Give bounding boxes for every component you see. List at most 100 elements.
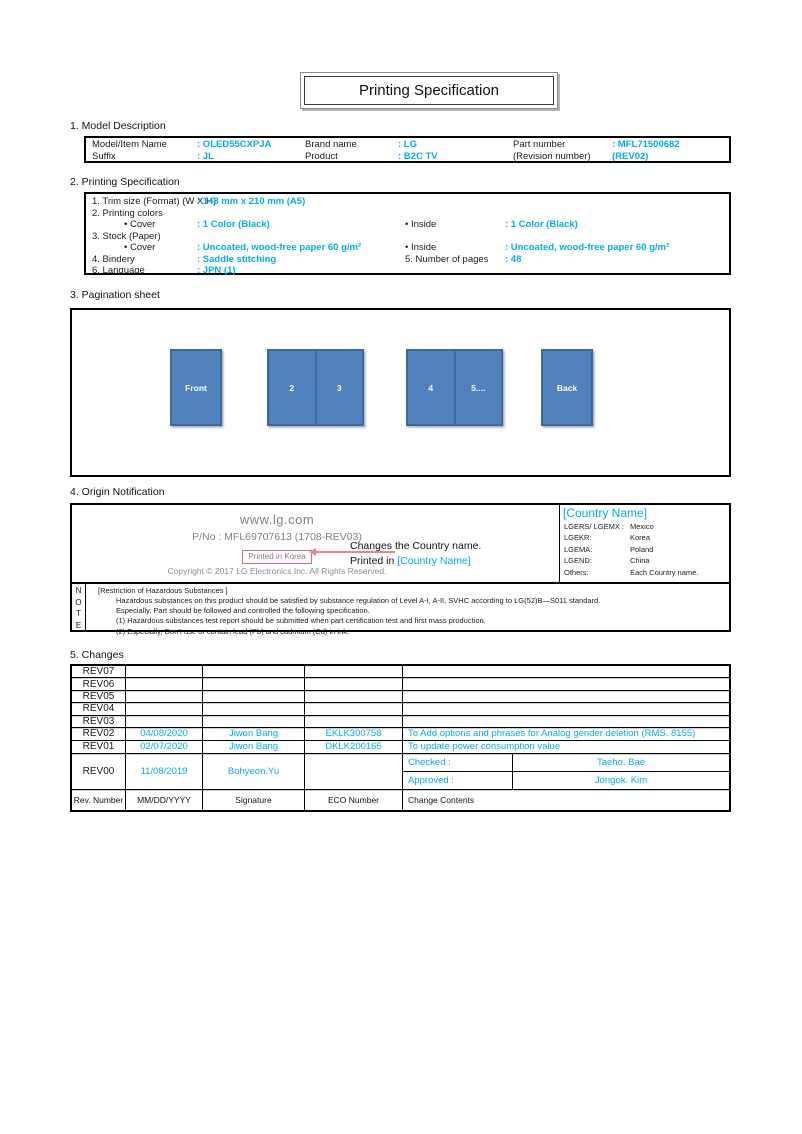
printed-in-wrap: Printed in Korea — [117, 546, 437, 564]
arrow-head-icon — [309, 548, 316, 556]
country-code: LGERS/ LGEMX : — [564, 522, 625, 531]
bindery-value: : Saddle stitching — [197, 253, 277, 265]
model-description-table: Model/Item Name : OLED55CXPJA Brand name… — [84, 136, 731, 163]
country-name: Mexico — [630, 522, 654, 531]
inside-colors-value: : 1 Color (Black) — [505, 219, 578, 230]
change-contents-cell — [403, 678, 729, 689]
signature-cell — [203, 690, 305, 703]
change-contents-cell — [403, 716, 729, 727]
language-value: : JPN (1) — [197, 265, 236, 276]
date-cell: 02/07/2020 — [126, 740, 203, 753]
eco-number-cell — [305, 753, 403, 789]
revision-number-value: (REV02) — [612, 150, 649, 162]
checked-label: Checked : — [403, 753, 513, 771]
table-row: Model/Item Name : OLED55CXPJA Brand name… — [86, 139, 729, 151]
table-row-rev04: REV04 — [72, 703, 729, 716]
rev-number-cell: REV06 — [72, 678, 126, 690]
section-heading-printing-spec: 2. Printing Specification — [70, 176, 180, 188]
date-cell: 04/08/2020 — [126, 727, 203, 740]
table-row-rev01: REV01 02/07/2020 Jiwon Bang DKLK200165 T… — [72, 740, 729, 754]
note-vertical-label: N O T E — [72, 584, 86, 632]
country-row: LGEND: China — [560, 555, 731, 566]
signature-cell — [203, 703, 305, 715]
change-contents-cell: To update power consumption value — [408, 741, 561, 753]
country-code: LGEKR: — [564, 533, 592, 543]
country-name-placeholder: [Country Name] — [397, 555, 471, 567]
inside-stock-label: • Inside — [405, 242, 437, 253]
date-cell — [126, 715, 203, 727]
eco-number-cell — [305, 715, 403, 727]
table-row-rev02: REV02 04/08/2020 Jiwon Bang EKLK300758 T… — [72, 727, 729, 741]
table-row: 4. Bindery : Saddle stitching 5. Number … — [86, 254, 729, 266]
date-cell — [126, 678, 203, 690]
part-number-value: : MFL71500682 — [612, 139, 680, 150]
rev-number-cell: REV03 — [72, 715, 126, 727]
country-name: China — [630, 556, 650, 566]
table-row: 1. Trim size (Format) (W X H) : 148 mm x… — [86, 196, 729, 208]
note-letter: N — [75, 586, 82, 596]
country-row: LGEKR: Korea — [560, 532, 731, 543]
rev-number-cell: REV01 — [72, 740, 126, 753]
table-row-rev07: REV07 — [72, 666, 729, 679]
trim-size-label: 1. Trim size (Format) (W X H) — [92, 196, 217, 207]
country-change-note: Changes the Country name. Printed in [Co… — [350, 539, 481, 569]
rev-number-header: Rev. Number — [72, 789, 126, 810]
change-contents-header: Change Contents — [408, 794, 475, 805]
copyright-text: Copyright © 2017 LG Electronics Inc. All… — [167, 566, 387, 576]
eco-number-cell: EKLK300758 — [305, 727, 403, 740]
page-title: Printing Specification — [304, 76, 554, 105]
arrow-line — [316, 551, 395, 553]
note-letter: E — [75, 620, 82, 630]
page-back: Back — [541, 349, 593, 426]
date-cell — [126, 690, 203, 703]
product-label: Product — [305, 150, 338, 162]
table-row: • Cover : 1 Color (Black) • Inside : 1 C… — [86, 219, 729, 231]
origin-notification-box: www.lg.com P/No : MFL69707613 (1708-REV0… — [70, 503, 731, 636]
signature-cell — [203, 678, 305, 690]
changes-table: REV07 REV06 REV05 REV04 — [70, 664, 731, 812]
country-change-line2: Printed in [Country Name] — [350, 554, 481, 569]
change-contents-cell — [403, 703, 729, 714]
inside-stock-value: : Uncoated, wood-free paper 60 g/m² — [505, 242, 670, 253]
pagination-sheet-box: Front 2 3 4 5.... Back — [70, 308, 731, 477]
section-heading-pagination: 3. Pagination sheet — [70, 289, 160, 301]
table-row-rev00: REV00 11/08/2019 Bohyeon.Yu Checked : Ta… — [72, 753, 729, 790]
country-name-panel: [Country Name] LGERS/ LGEMX : Mexico LGE… — [559, 505, 731, 582]
stock-paper-label: 3. Stock (Paper) — [92, 230, 161, 242]
rev-number-cell: REV04 — [72, 703, 126, 715]
table-row: • Cover : Uncoated, wood-free paper 60 g… — [86, 242, 729, 254]
date-cell: 11/08/2019 — [126, 753, 203, 789]
product-value: : B2C TV — [398, 150, 438, 162]
page-spread-2-3: 2 3 — [267, 349, 364, 426]
revision-number-label: (Revision number) — [513, 150, 591, 162]
note-letter: O — [75, 597, 82, 607]
table-row: 6. Language : JPN (1) — [86, 265, 729, 277]
table-row-rev05: REV05 — [72, 690, 729, 704]
back-cover-sample: www.lg.com P/No : MFL69707613 (1708-REV0… — [117, 512, 437, 576]
rev-number-cell: REV07 — [72, 666, 126, 678]
rev-number-cell: REV02 — [72, 727, 126, 740]
signature-cell: Jiwon Bang — [203, 740, 305, 753]
table-row-rev06: REV06 — [72, 678, 729, 691]
section-heading-origin: 4. Origin Notification — [70, 486, 165, 498]
number-of-pages-value: : 48 — [505, 253, 522, 265]
eco-number-cell — [305, 703, 403, 715]
change-contents-cell — [403, 666, 729, 677]
rev-number-cell: REV00 — [72, 753, 126, 789]
date-header: MM/DD/YYYY — [126, 789, 203, 810]
checked-value: Taeho. Bae — [596, 756, 646, 768]
change-contents-cell: To Add options and phrases for Analog ge… — [408, 728, 696, 740]
table-row: 2. Printing colors — [86, 208, 729, 220]
bindery-label: 4. Bindery — [92, 253, 135, 265]
country-code: LGEMA: — [564, 544, 593, 554]
model-name-label: Model/Item Name — [92, 139, 167, 150]
hazard-line: (2) Especially, Don't use or contain lea… — [116, 626, 350, 636]
checked-row: Checked : Taeho. Bae — [403, 753, 729, 772]
eco-number-cell — [305, 666, 403, 678]
change-contents-cell — [403, 691, 729, 702]
date-cell — [126, 666, 203, 678]
hazard-line: Hazardous substances on this product sho… — [116, 596, 601, 605]
country-code: Others: — [564, 567, 589, 577]
eco-number-cell — [305, 678, 403, 690]
page-front: Front — [170, 349, 222, 426]
